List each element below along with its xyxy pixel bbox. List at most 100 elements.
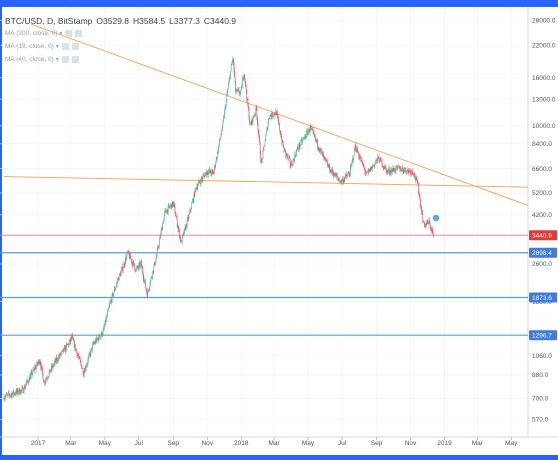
candle-body xyxy=(399,166,401,171)
chevron-down-icon[interactable]: ▾ xyxy=(59,31,63,37)
candle-body xyxy=(8,392,9,394)
candle-body xyxy=(405,171,407,172)
candle-body xyxy=(233,62,235,72)
candle-body xyxy=(423,220,424,222)
candle-body xyxy=(178,228,180,230)
price-tick-label: 700.0 xyxy=(532,396,549,403)
candle-body xyxy=(41,365,43,369)
candle-body xyxy=(198,182,199,186)
candle-body xyxy=(326,160,327,162)
candle-body xyxy=(374,164,375,167)
candle-body xyxy=(43,381,45,382)
visibility-icon[interactable] xyxy=(61,56,69,63)
level-price-label: 2898.4 xyxy=(532,250,552,257)
time-tick-label: Nov xyxy=(201,440,213,447)
time-tick-label: Mar xyxy=(472,440,484,447)
candle-body xyxy=(204,175,205,178)
candle-body xyxy=(231,63,233,66)
candle-body xyxy=(315,139,317,140)
candle-body xyxy=(147,290,148,298)
symbol-row[interactable]: BTC/USD, D, BitStamp O3529.8 H3584.5 L33… xyxy=(5,14,236,27)
candle-body xyxy=(85,366,87,369)
chevron-down-icon[interactable]: ▾ xyxy=(55,57,59,63)
candle-body xyxy=(88,353,90,356)
candle-body xyxy=(384,167,385,169)
time-axis[interactable]: 2017 Mar May Jul Sep Nov 2018 Mar May Jul Sep Nov 20… xyxy=(31,437,518,447)
candle-body xyxy=(196,186,198,189)
indicator-row[interactable]: MA (40, close, 0) ▾ xyxy=(5,53,235,66)
price-tick-label: 5200.0 xyxy=(532,190,552,197)
candle-body xyxy=(86,363,88,366)
candle-body xyxy=(365,171,366,173)
candle-body xyxy=(120,273,121,276)
candle-body xyxy=(85,366,86,373)
candle-body xyxy=(294,154,296,156)
candle-body xyxy=(285,150,287,155)
candle-body xyxy=(10,393,12,395)
candle-body xyxy=(171,201,173,209)
candle-body xyxy=(209,170,211,173)
candle-body xyxy=(371,166,372,171)
candle-body xyxy=(184,227,186,229)
price-axis[interactable]: 28000.0 22000.0 16000.0 13000.0 10000.0 8400.… xyxy=(532,18,556,424)
chart-legend: BTC/USD, D, BitStamp O3529.8 H3584.5 L33… xyxy=(5,14,236,66)
candle-body xyxy=(93,343,95,344)
candle-body xyxy=(240,86,242,91)
candle-body xyxy=(42,373,44,380)
candle-body xyxy=(54,360,56,363)
settings-icon[interactable] xyxy=(75,30,83,37)
settings-icon[interactable] xyxy=(71,56,79,63)
candle-body xyxy=(116,281,118,284)
candle-body xyxy=(226,92,228,95)
candle-body xyxy=(82,368,83,369)
time-tick-label: Jul xyxy=(135,440,144,447)
indicator-row[interactable]: MA (18, close, 0) ▾ xyxy=(5,40,235,53)
candle-body xyxy=(145,280,146,287)
candle-body xyxy=(8,392,10,395)
candle-body xyxy=(387,170,388,172)
candle-body xyxy=(309,130,311,132)
candle-body xyxy=(293,159,294,160)
price-label-box xyxy=(529,230,557,241)
candle-body xyxy=(166,209,168,214)
candle-body xyxy=(265,131,267,136)
candle-body xyxy=(153,266,155,273)
candle-body xyxy=(188,214,190,219)
candle-body xyxy=(359,157,361,159)
candle-body xyxy=(343,179,344,183)
candle-body xyxy=(134,266,136,271)
indicator-row[interactable]: MA (200, close, 0) ▾ xyxy=(5,27,235,40)
alert-icon[interactable]: ! xyxy=(432,214,440,222)
candle-body xyxy=(352,158,354,160)
candle-body xyxy=(233,58,234,63)
candle-body xyxy=(336,175,338,177)
candle-body xyxy=(157,246,159,248)
candle-body xyxy=(421,212,423,215)
candle-body xyxy=(69,339,71,343)
price-tick-label: 570.0 xyxy=(532,417,549,424)
visibility-icon[interactable] xyxy=(61,43,69,50)
candle-body xyxy=(193,193,195,202)
candle-body xyxy=(102,334,103,336)
candle-body xyxy=(301,139,303,143)
candle-body xyxy=(260,160,262,162)
candle-body xyxy=(330,169,332,173)
candle-body xyxy=(24,386,26,389)
settings-icon[interactable] xyxy=(71,43,79,50)
candle-body xyxy=(180,236,181,242)
chevron-down-icon[interactable]: ▾ xyxy=(55,44,59,50)
candle-body xyxy=(292,159,294,166)
candle-body xyxy=(192,199,194,202)
visibility-icon[interactable] xyxy=(65,30,73,37)
candle-body xyxy=(126,252,128,256)
candle-body xyxy=(253,116,254,117)
candle-body xyxy=(128,250,130,255)
time-tick-label: May xyxy=(505,440,518,447)
svg-text:!: ! xyxy=(435,216,436,221)
candle-body xyxy=(248,109,250,120)
candle-body xyxy=(268,118,269,124)
candle-body xyxy=(208,170,210,172)
candle-body xyxy=(33,369,34,371)
candle-body xyxy=(322,152,323,157)
